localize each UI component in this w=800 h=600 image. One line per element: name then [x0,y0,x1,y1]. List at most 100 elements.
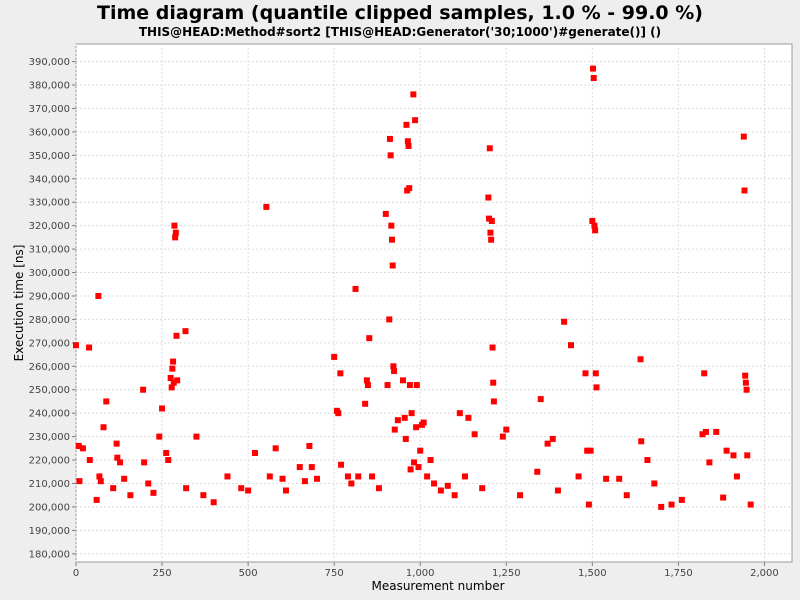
data-point [366,335,373,342]
data-point [668,501,675,508]
data-point [411,459,418,466]
data-point [486,145,493,152]
y-tick-label: 260,000 [29,362,70,373]
data-point [272,445,279,452]
y-tick-label: 310,000 [29,245,70,256]
data-point [408,410,415,417]
data-point [145,480,152,487]
data-point [331,353,338,360]
data-point [103,398,110,405]
data-point [73,342,79,349]
gridlines [75,44,792,562]
data-point [352,285,359,292]
data-point [337,370,344,377]
x-tick-label: 500 [239,568,258,579]
data-point [296,464,303,471]
data-point [437,487,444,494]
data-point [238,485,245,492]
y-tick-label: 320,000 [29,221,70,232]
data-point [386,316,393,323]
data-point [127,492,134,499]
data-point [701,370,708,377]
data-point [590,65,597,72]
data-point [644,457,651,464]
data-point [402,435,409,442]
data-point [733,473,740,480]
y-tick-label: 380,000 [29,81,70,92]
data-point [415,464,422,471]
data-point [172,234,179,241]
data-point [394,417,401,424]
data-point [200,492,207,499]
data-point [747,501,754,508]
data-point [623,492,630,499]
data-point [702,428,709,435]
data-point [86,457,93,464]
y-tick-label: 270,000 [29,338,70,349]
data-point [313,475,320,482]
x-axis-ticks: 0 250 500 750 1,000 1,250 1,500 1,750 2,000 [73,562,779,579]
data-point [678,496,685,503]
data-point [182,328,189,335]
data-point [388,222,395,229]
y-tick-label: 250,000 [29,385,70,396]
x-tick-label: 1,250 [492,568,521,579]
data-point [413,382,420,389]
chart-title: Time diagram (quantile clipped samples, … [97,2,703,24]
y-tick-label: 200,000 [29,502,70,513]
data-point [363,377,370,384]
data-point [651,480,658,487]
data-point [403,121,410,128]
data-point [461,473,468,480]
data-point [113,440,120,447]
data-point [301,478,308,485]
data-point [582,370,589,377]
data-point [479,485,486,492]
y-tick-label: 190,000 [29,526,70,537]
data-point [638,438,645,445]
data-point [224,473,231,480]
data-point [335,410,342,417]
data-point [451,492,458,499]
data-point [490,398,497,405]
y-tick-label: 230,000 [29,432,70,443]
x-tick-label: 1,500 [578,568,607,579]
data-point [420,419,427,426]
data-point [169,365,176,372]
data-point [263,203,270,210]
data-point [554,487,561,494]
x-tick-label: 1,750 [664,568,693,579]
y-tick-label: 300,000 [29,268,70,279]
data-point [549,435,556,442]
data-point [210,499,217,506]
data-point [266,473,273,480]
data-point [156,433,163,440]
data-point [387,152,394,159]
data-point [400,377,407,384]
y-axis-ticks: 180,000 190,000 200,000 210,000 220,000 230,0… [29,57,76,560]
data-point [720,494,727,501]
data-point [173,332,180,339]
data-point [699,431,706,438]
data-point [76,478,83,485]
data-point [590,74,597,81]
data-point [407,466,414,473]
data-point [592,227,599,234]
y-tick-label: 360,000 [29,127,70,138]
data-point [140,386,147,393]
data-point [338,461,345,468]
y-tick-label: 370,000 [29,104,70,115]
data-point [252,450,258,457]
data-point [587,447,594,454]
data-point [344,473,351,480]
data-point [412,117,419,124]
data-point [591,222,598,229]
data-point [163,450,170,457]
data-point [95,292,102,299]
x-tick-label: 1,000 [406,568,435,579]
data-point [488,217,495,224]
data-point [96,473,103,480]
data-points [73,65,754,510]
data-point [170,358,177,365]
